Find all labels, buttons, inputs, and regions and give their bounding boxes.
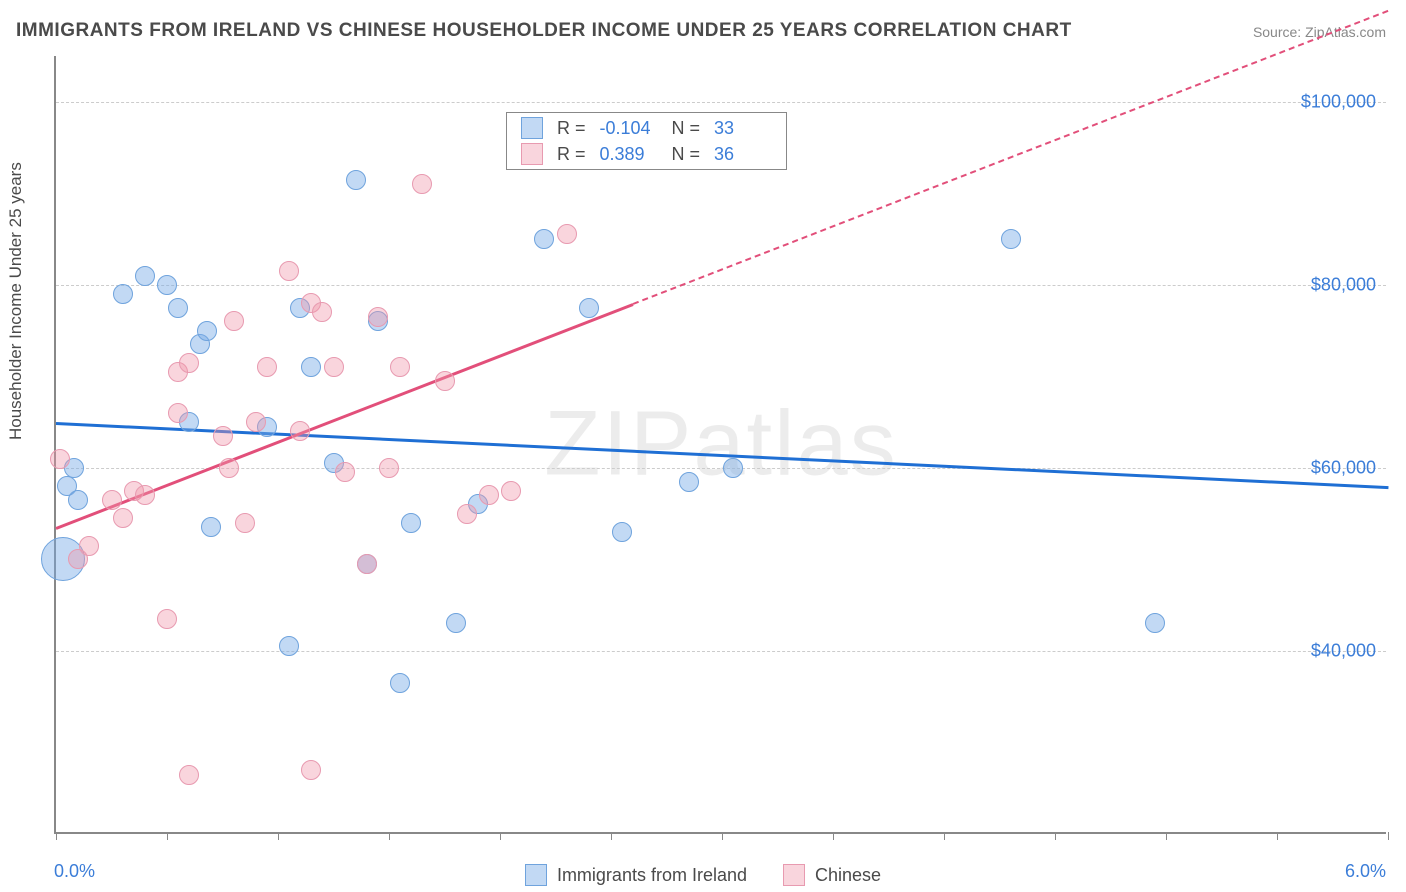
y-tick-label: $40,000: [1311, 640, 1376, 661]
data-point: [412, 174, 432, 194]
watermark: ZIPatlas: [544, 392, 897, 497]
data-point: [113, 284, 133, 304]
data-point: [157, 275, 177, 295]
data-point: [368, 307, 388, 327]
y-tick-label: $80,000: [1311, 274, 1376, 295]
data-point: [102, 490, 122, 510]
x-tick: [167, 832, 168, 840]
data-point: [612, 522, 632, 542]
data-point: [301, 760, 321, 780]
data-point: [446, 613, 466, 633]
chart-title: IMMIGRANTS FROM IRELAND VS CHINESE HOUSE…: [16, 20, 1072, 42]
data-point: [579, 298, 599, 318]
x-tick: [944, 832, 945, 840]
legend-series-item: Chinese: [783, 864, 881, 886]
data-point: [557, 224, 577, 244]
data-point: [401, 513, 421, 533]
data-point: [335, 462, 355, 482]
data-point: [457, 504, 477, 524]
legend-swatch: [525, 864, 547, 886]
legend-series-label: Chinese: [815, 865, 881, 886]
x-tick: [611, 832, 612, 840]
y-tick-label: $100,000: [1301, 91, 1376, 112]
data-point: [113, 508, 133, 528]
data-point: [679, 472, 699, 492]
x-tick: [389, 832, 390, 840]
data-point: [157, 609, 177, 629]
legend-swatch: [521, 117, 543, 139]
x-tick: [1388, 832, 1389, 840]
y-tick-label: $60,000: [1311, 457, 1376, 478]
data-point: [135, 485, 155, 505]
data-point: [357, 554, 377, 574]
legend-N-value: 36: [714, 144, 772, 165]
data-point: [290, 421, 310, 441]
data-point: [246, 412, 266, 432]
data-point: [324, 357, 344, 377]
legend-series-item: Immigrants from Ireland: [525, 864, 747, 886]
legend-stat-row: R = 0.389 N = 36: [507, 141, 786, 167]
data-point: [179, 765, 199, 785]
legend-series: Immigrants from Ireland Chinese: [0, 864, 1406, 886]
gridline: [56, 651, 1386, 652]
data-point: [379, 458, 399, 478]
gridline: [56, 468, 1386, 469]
data-point: [390, 673, 410, 693]
legend-correlation-box: R = -0.104 N = 33 R = 0.389 N = 36: [506, 112, 787, 170]
x-tick: [1055, 832, 1056, 840]
data-point: [1001, 229, 1021, 249]
legend-N-label: N =: [672, 144, 701, 165]
data-point: [219, 458, 239, 478]
data-point: [346, 170, 366, 190]
data-point: [279, 636, 299, 656]
data-point: [68, 490, 88, 510]
trend-line: [56, 422, 1388, 489]
data-point: [390, 357, 410, 377]
data-point: [168, 298, 188, 318]
x-tick: [722, 832, 723, 840]
data-point: [723, 458, 743, 478]
x-tick: [1277, 832, 1278, 840]
data-point: [201, 517, 221, 537]
legend-series-label: Immigrants from Ireland: [557, 865, 747, 886]
gridline: [56, 102, 1386, 103]
y-axis-label: Householder Income Under 25 years: [6, 162, 26, 440]
data-point: [1145, 613, 1165, 633]
page-root: IMMIGRANTS FROM IRELAND VS CHINESE HOUSE…: [0, 0, 1406, 892]
data-point: [501, 481, 521, 501]
legend-N-label: N =: [672, 118, 701, 139]
x-tick: [500, 832, 501, 840]
data-point: [235, 513, 255, 533]
data-point: [534, 229, 554, 249]
data-point: [135, 266, 155, 286]
data-point: [213, 426, 233, 446]
legend-swatch: [783, 864, 805, 886]
x-tick: [833, 832, 834, 840]
x-tick: [278, 832, 279, 840]
data-point: [301, 357, 321, 377]
data-point: [257, 357, 277, 377]
gridline: [56, 285, 1386, 286]
data-point: [79, 536, 99, 556]
legend-R-value: 0.389: [600, 144, 658, 165]
legend-R-label: R =: [557, 144, 586, 165]
data-point: [168, 403, 188, 423]
legend-R-value: -0.104: [600, 118, 658, 139]
data-point: [179, 353, 199, 373]
data-point: [279, 261, 299, 281]
data-point: [479, 485, 499, 505]
data-point: [312, 302, 332, 322]
legend-N-value: 33: [714, 118, 772, 139]
plot-area: ZIPatlas R = -0.104 N = 33 R = 0.389 N = 36 $40…: [54, 56, 1386, 834]
x-tick: [1166, 832, 1167, 840]
data-point: [435, 371, 455, 391]
legend-swatch: [521, 143, 543, 165]
legend-R-label: R =: [557, 118, 586, 139]
data-point: [50, 449, 70, 469]
legend-stat-row: R = -0.104 N = 33: [507, 115, 786, 141]
x-tick: [56, 832, 57, 840]
data-point: [224, 311, 244, 331]
data-point: [197, 321, 217, 341]
